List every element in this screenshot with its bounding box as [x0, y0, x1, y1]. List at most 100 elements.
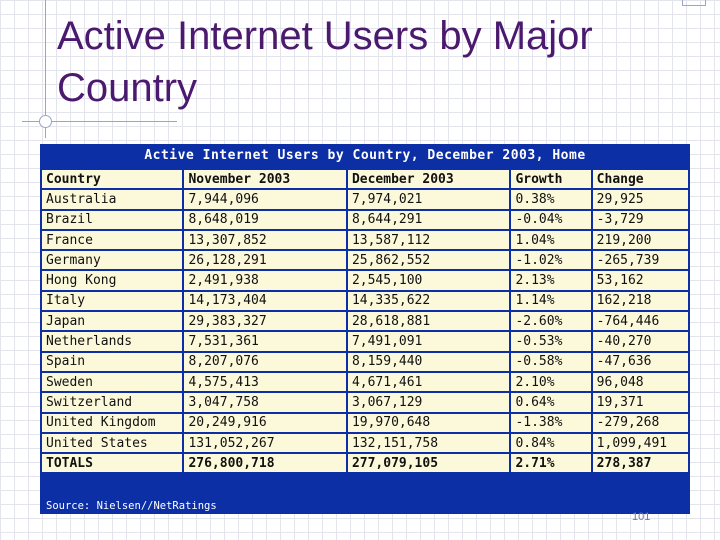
table-cell: Brazil	[42, 210, 183, 229]
table-panel: Active Internet Users by Country, Decemb…	[40, 144, 690, 514]
table-cell: 2.13%	[511, 271, 591, 290]
table-cell: Spain	[42, 352, 183, 371]
table-cell: 2,491,938	[184, 271, 346, 290]
table-cell: 7,944,096	[184, 190, 346, 209]
table-cell: Netherlands	[42, 332, 183, 351]
table-cell: -764,446	[592, 312, 688, 331]
table-row: Switzerland 3,047,758 3,067,129 0.64% 19,371	[42, 393, 688, 412]
table-cell: Switzerland	[42, 393, 183, 412]
table-cell: 19,371	[592, 393, 688, 412]
table-cell: 3,067,129	[347, 393, 510, 412]
table-cell: -40,270	[592, 332, 688, 351]
slide-title: Active Internet Users by Major Country	[57, 14, 593, 110]
table-cell: -3,729	[592, 210, 688, 229]
table-cell: 8,644,291	[347, 210, 510, 229]
table-cell: United States	[42, 433, 183, 453]
table-cell: -47,636	[592, 352, 688, 371]
table-row: United States 131,052,267 132,151,758 0.84%…	[42, 433, 688, 453]
totals-cell: 277,079,105	[347, 454, 510, 473]
column-header: Country	[42, 170, 183, 189]
table-title: Active Internet Users by Country, Decemb…	[144, 148, 586, 163]
table-cell: 131,052,267	[184, 433, 346, 453]
table-cell: 20,249,916	[184, 413, 346, 432]
table-cell: 3,047,758	[184, 393, 346, 412]
table-cell: 1.14%	[511, 291, 591, 311]
table-row: Netherlands 7,531,361 7,491,091 -0.53% -40,2…	[42, 332, 688, 351]
table-cell: Australia	[42, 190, 183, 209]
totals-cell: 278,387	[592, 454, 688, 473]
table-cell: -265,739	[592, 251, 688, 270]
table-cell: 132,151,758	[347, 433, 510, 453]
table-cell: 29,383,327	[184, 312, 346, 331]
table-row: Sweden 4,575,413 4,671,461 2.10% 96,048	[42, 372, 688, 392]
table-cell: United Kingdom	[42, 413, 183, 432]
table-cell: Sweden	[42, 372, 183, 392]
table-row: United Kingdom 20,249,916 19,970,648 -1.38%…	[42, 413, 688, 432]
totals-cell: 2.71%	[511, 454, 591, 473]
table-row: Hong Kong 2,491,938 2,545,100 2.13% 53,162	[42, 271, 688, 290]
decorative-vertical-line	[45, 0, 46, 138]
table-cell: 1.04%	[511, 230, 591, 250]
table-cell: 8,648,019	[184, 210, 346, 229]
table-cell: 1,099,491	[592, 433, 688, 453]
table-cell: Germany	[42, 251, 183, 270]
table-cell: 162,218	[592, 291, 688, 311]
table-cell: -1.02%	[511, 251, 591, 270]
table-header-row: Country November 2003 December 2003 Growth C…	[42, 170, 688, 189]
table-cell: 4,575,413	[184, 372, 346, 392]
table-row: France 13,307,852 13,587,112 1.04% 219,200	[42, 230, 688, 250]
table-cell: -279,268	[592, 413, 688, 432]
table-cell: 13,587,112	[347, 230, 510, 250]
table-cell: 2,545,100	[347, 271, 510, 290]
table-cell: 14,335,622	[347, 291, 510, 311]
table-cell: 8,207,076	[184, 352, 346, 371]
table-cell: 13,307,852	[184, 230, 346, 250]
table-cell: -0.58%	[511, 352, 591, 371]
table-cell: France	[42, 230, 183, 250]
table-row: Australia 7,944,096 7,974,021 0.38% 29,925	[42, 190, 688, 209]
table-row: Spain 8,207,076 8,159,440 -0.58% -47,636	[42, 352, 688, 371]
table-cell: 219,200	[592, 230, 688, 250]
table-cell: 19,970,648	[347, 413, 510, 432]
table-cell: Hong Kong	[42, 271, 183, 290]
table-cell: 25,862,552	[347, 251, 510, 270]
table-cell: 8,159,440	[347, 352, 510, 371]
table-cell: 2.10%	[511, 372, 591, 392]
table-row: Brazil 8,648,019 8,644,291 -0.04% -3,729	[42, 210, 688, 229]
table-cell: 53,162	[592, 271, 688, 290]
table-row: Germany 26,128,291 25,862,552 -1.02% -265,73…	[42, 251, 688, 270]
table-cell: 0.84%	[511, 433, 591, 453]
source-note: Source: Nielsen//NetRatings	[46, 500, 217, 512]
table-cell: Japan	[42, 312, 183, 331]
table-cell: -2.60%	[511, 312, 591, 331]
table-cell: 7,531,361	[184, 332, 346, 351]
table-cell: -1.38%	[511, 413, 591, 432]
decorative-circle-icon	[39, 115, 52, 128]
table-cell: 29,925	[592, 190, 688, 209]
decorative-horizontal-line	[22, 121, 177, 122]
table-cell: 7,491,091	[347, 332, 510, 351]
totals-cell: TOTALS	[42, 454, 183, 473]
column-header: Growth	[511, 170, 591, 189]
table-cell: -0.53%	[511, 332, 591, 351]
column-header: Change	[592, 170, 688, 189]
table-cell: 7,974,021	[347, 190, 510, 209]
decorative-corner-bracket	[682, 0, 706, 6]
slide-number: 101	[632, 511, 651, 523]
table-row: Japan 29,383,327 28,618,881 -2.60% -764,446	[42, 312, 688, 331]
table-cell: -0.04%	[511, 210, 591, 229]
table-cell: 0.64%	[511, 393, 591, 412]
totals-cell: 276,800,718	[184, 454, 346, 473]
table-cell: Italy	[42, 291, 183, 311]
table-cell: 96,048	[592, 372, 688, 392]
table-cell: 4,671,461	[347, 372, 510, 392]
table-cell: 0.38%	[511, 190, 591, 209]
totals-row: TOTALS 276,800,718 277,079,105 2.71% 278,387	[42, 454, 688, 473]
table-row: Italy 14,173,404 14,335,622 1.14% 162,218	[42, 291, 688, 311]
table-cell: 14,173,404	[184, 291, 346, 311]
column-header: November 2003	[184, 170, 346, 189]
table-cell: 28,618,881	[347, 312, 510, 331]
table-cell: 26,128,291	[184, 251, 346, 270]
internet-users-table: Country November 2003 December 2003 Growth C…	[40, 168, 690, 474]
column-header: December 2003	[347, 170, 510, 189]
